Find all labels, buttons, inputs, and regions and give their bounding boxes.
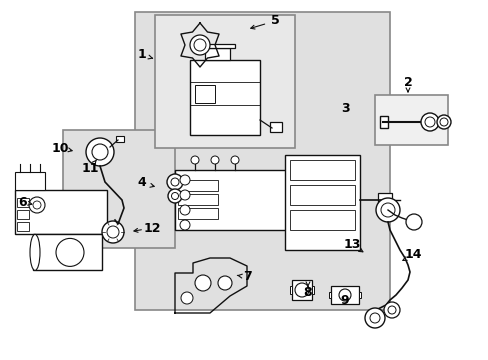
Bar <box>200 44 235 48</box>
Text: 5: 5 <box>270 14 279 27</box>
Bar <box>15 190 107 234</box>
Circle shape <box>167 174 183 190</box>
Bar <box>377 193 391 207</box>
Circle shape <box>102 221 124 243</box>
Circle shape <box>439 118 447 126</box>
Bar <box>17 198 29 207</box>
Circle shape <box>180 205 190 215</box>
Bar <box>33 234 102 270</box>
Bar <box>311 286 313 294</box>
Circle shape <box>230 156 239 164</box>
Circle shape <box>171 178 179 186</box>
Bar <box>289 286 291 294</box>
Ellipse shape <box>30 234 40 270</box>
Bar <box>17 222 29 231</box>
Text: 4: 4 <box>137 176 146 189</box>
Circle shape <box>195 275 210 291</box>
Circle shape <box>107 226 119 238</box>
Bar <box>178 194 218 205</box>
Bar <box>330 286 358 304</box>
Bar <box>195 85 215 103</box>
Circle shape <box>194 39 205 51</box>
Bar <box>17 210 29 219</box>
Circle shape <box>369 313 379 323</box>
Circle shape <box>33 201 41 209</box>
Bar <box>116 136 124 142</box>
Circle shape <box>29 197 45 213</box>
Bar <box>328 292 330 298</box>
Circle shape <box>180 190 190 200</box>
Circle shape <box>436 115 450 129</box>
Circle shape <box>171 193 178 199</box>
Circle shape <box>294 283 308 297</box>
Text: 2: 2 <box>403 77 411 90</box>
Bar <box>15 172 45 190</box>
Circle shape <box>86 138 114 166</box>
Text: 10: 10 <box>51 141 69 154</box>
Circle shape <box>380 203 394 217</box>
Circle shape <box>375 198 399 222</box>
Text: 1: 1 <box>137 49 146 62</box>
Bar <box>374 95 447 145</box>
Circle shape <box>338 289 350 301</box>
Bar <box>379 116 387 128</box>
Circle shape <box>180 220 190 230</box>
Text: 6: 6 <box>19 195 27 208</box>
Text: 12: 12 <box>143 221 161 234</box>
Circle shape <box>420 113 438 131</box>
Text: 9: 9 <box>340 293 348 306</box>
Circle shape <box>92 144 108 160</box>
Bar <box>289 160 354 180</box>
Bar <box>269 122 282 132</box>
Circle shape <box>190 35 209 55</box>
Bar <box>285 155 359 250</box>
Bar <box>289 185 354 205</box>
Bar <box>204 48 229 60</box>
Bar <box>358 292 360 298</box>
Text: 11: 11 <box>81 162 99 175</box>
Circle shape <box>180 175 190 185</box>
Circle shape <box>168 189 182 203</box>
Circle shape <box>387 306 395 314</box>
Bar <box>175 170 289 230</box>
Bar <box>178 180 218 191</box>
Bar <box>190 60 260 135</box>
Circle shape <box>181 292 193 304</box>
Circle shape <box>424 117 434 127</box>
Text: 8: 8 <box>303 285 312 298</box>
Text: 3: 3 <box>340 102 348 114</box>
Circle shape <box>383 302 399 318</box>
Circle shape <box>191 156 199 164</box>
Bar <box>178 208 218 219</box>
Circle shape <box>405 214 421 230</box>
Bar <box>289 210 354 230</box>
Bar <box>155 15 294 148</box>
Circle shape <box>210 156 219 164</box>
Circle shape <box>56 238 84 266</box>
Circle shape <box>364 308 384 328</box>
Bar <box>63 130 175 248</box>
Bar <box>135 12 389 310</box>
Text: 14: 14 <box>404 248 421 261</box>
Bar <box>291 280 311 300</box>
Text: 13: 13 <box>343 238 360 252</box>
Text: 7: 7 <box>243 270 252 284</box>
Circle shape <box>218 276 231 290</box>
